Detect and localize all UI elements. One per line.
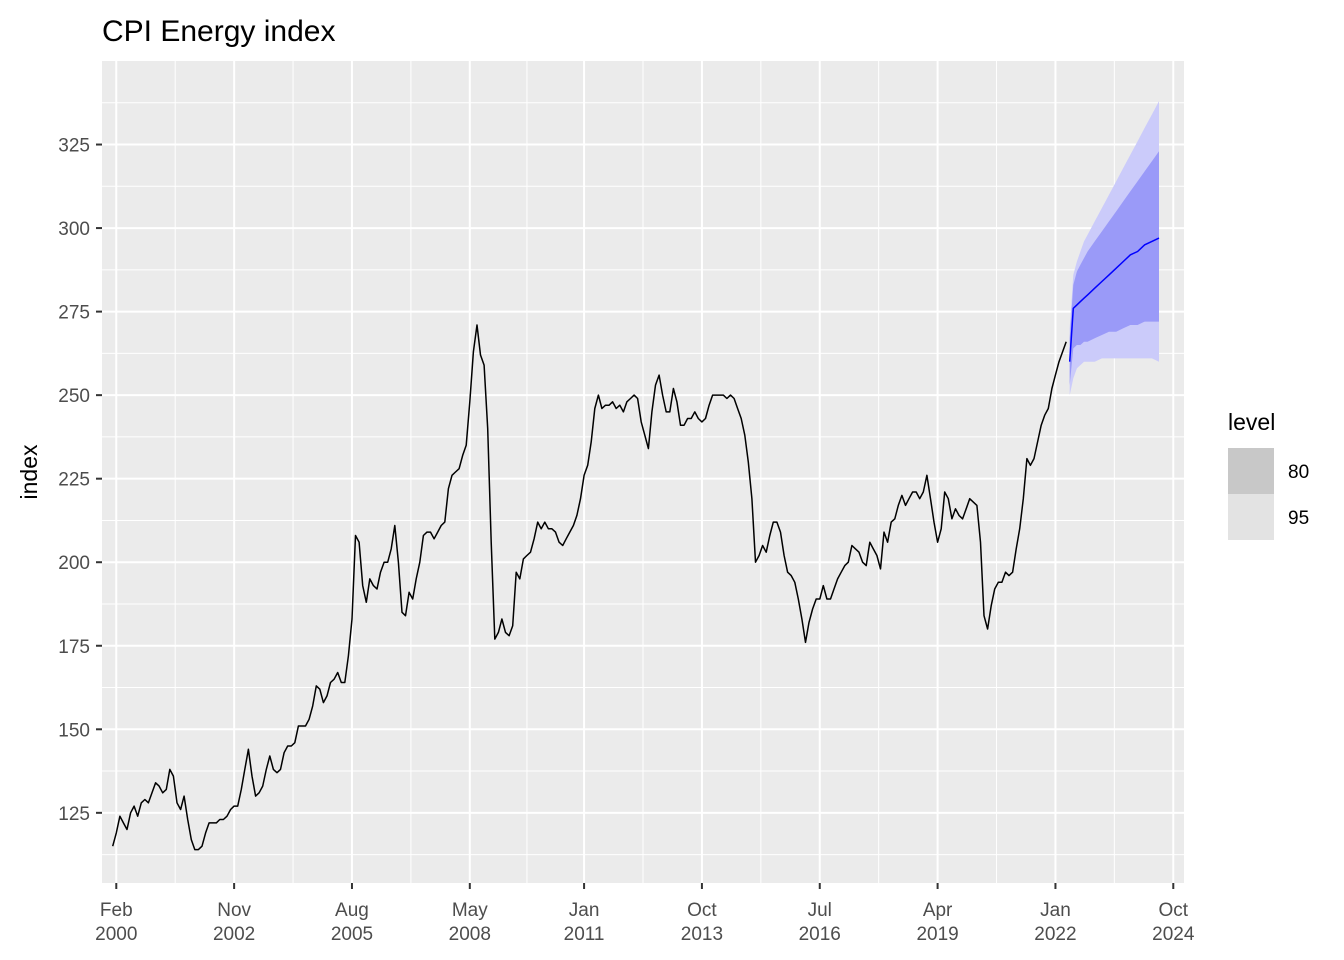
grid-minor <box>102 61 1184 883</box>
x-tick-label-year: 2000 <box>95 924 137 945</box>
x-tick-label-month: Jan <box>1040 900 1071 921</box>
y-tick-label: 150 <box>58 720 90 741</box>
y-axis: 125 150 175 200 225 250 275 300 325 <box>58 136 102 825</box>
x-tick-label-month: Oct <box>1159 900 1189 921</box>
legend-label-80: 80 <box>1288 462 1309 483</box>
x-tick-label-year: 2013 <box>681 924 723 945</box>
x-tick-label-year: 2019 <box>916 924 958 945</box>
y-tick-label: 300 <box>58 219 90 240</box>
y-tick-label: 200 <box>58 553 90 574</box>
x-tick-label-month: Nov <box>217 900 251 921</box>
x-tick-label-month: Aug <box>335 900 369 921</box>
legend-key-95 <box>1228 494 1274 540</box>
x-tick-label-year: 2016 <box>799 924 841 945</box>
legend-title: level <box>1228 409 1275 435</box>
y-tick-label: 250 <box>58 386 90 407</box>
legend: level 80 95 <box>1228 409 1309 540</box>
x-tick-label-year: 2024 <box>1152 924 1195 945</box>
x-tick-label-month: Apr <box>923 900 953 921</box>
band-80 <box>1069 151 1159 386</box>
chart-title: CPI Energy index <box>102 15 335 48</box>
y-tick-label: 175 <box>58 637 90 658</box>
legend-label-95: 95 <box>1288 508 1309 529</box>
x-tick-label-month: Jul <box>808 900 832 921</box>
y-tick-label: 325 <box>58 136 90 157</box>
x-tick-label-year: 2011 <box>564 924 605 945</box>
forecast-bands <box>1069 101 1159 396</box>
x-axis: Feb 2000 Nov 2002 Aug 2005 May 2008 Jan 2011 Oct 20… <box>95 883 1195 945</box>
y-axis-title: index <box>16 444 42 499</box>
x-tick-label-month: Jan <box>569 900 600 921</box>
x-tick-label-month: Feb <box>100 900 133 921</box>
x-tick-label-month: Oct <box>687 900 717 921</box>
y-tick-label: 275 <box>58 303 90 324</box>
history-line <box>111 324 1067 851</box>
x-tick-label-year: 2008 <box>449 924 491 945</box>
grid-major <box>102 61 1184 883</box>
forecast-mean-line <box>1068 237 1160 362</box>
legend-key-80 <box>1228 448 1274 494</box>
x-tick-label-year: 2002 <box>213 924 255 945</box>
series-lines <box>111 237 1160 851</box>
x-tick-label-year: 2005 <box>331 924 373 945</box>
y-tick-label: 125 <box>58 804 90 825</box>
y-tick-label: 225 <box>58 470 90 491</box>
x-tick-label-month: May <box>452 900 488 921</box>
x-tick-label-year: 2022 <box>1034 924 1076 945</box>
